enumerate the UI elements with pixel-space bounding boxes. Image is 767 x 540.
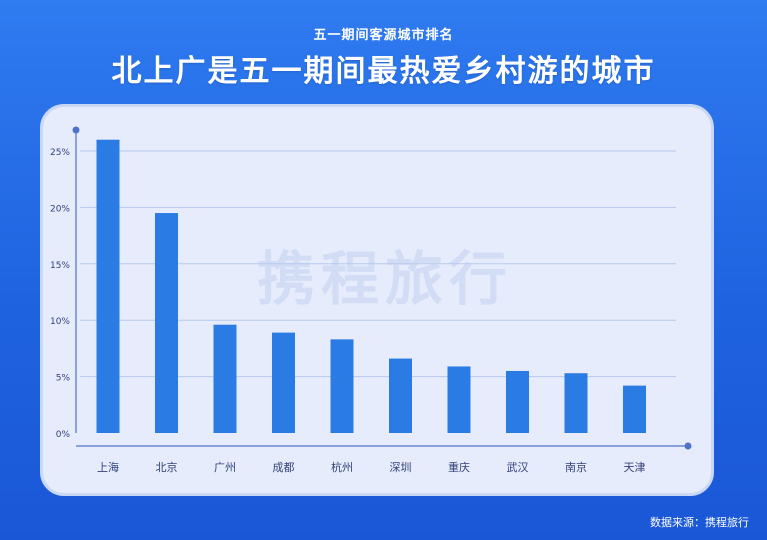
x-tick-label: 北京 [156,460,178,474]
bar [96,139,120,433]
y-tick-label: 5% [56,374,71,384]
chart-card [40,104,714,496]
bar [623,385,646,433]
bar [447,366,471,433]
y-tick-label: 15% [50,261,70,271]
bar [564,373,588,433]
x-tick-label: 成都 [273,461,295,474]
bar [272,332,295,433]
x-tick-label: 上海 [97,460,119,474]
y-tick-label: 25% [50,148,70,158]
x-tick-label: 重庆 [448,460,470,474]
chart-subtitle: 五一期间客源城市排名 [313,28,454,43]
y-tick-label: 10% [50,317,70,327]
chart-title: 北上广是五一期间最热爱乡村游的城市 [111,54,656,89]
y-axis-end-dot [72,126,80,134]
data-source: 数据来源：携程旅行 [650,516,749,529]
x-tick-label: 深圳 [390,461,412,474]
x-tick-label: 天津 [624,461,646,474]
bar [213,324,237,433]
x-tick-label: 武汉 [507,461,529,474]
bar [330,339,354,433]
bar [389,358,412,433]
y-tick-label: 0% [56,430,71,440]
x-tick-label: 广州 [214,461,236,474]
x-axis-end-dot [684,442,692,450]
bar [155,213,178,433]
bar [506,370,529,433]
y-tick-label: 20% [50,204,70,214]
x-tick-label: 南京 [565,460,587,474]
x-tick-label: 杭州 [331,460,353,474]
